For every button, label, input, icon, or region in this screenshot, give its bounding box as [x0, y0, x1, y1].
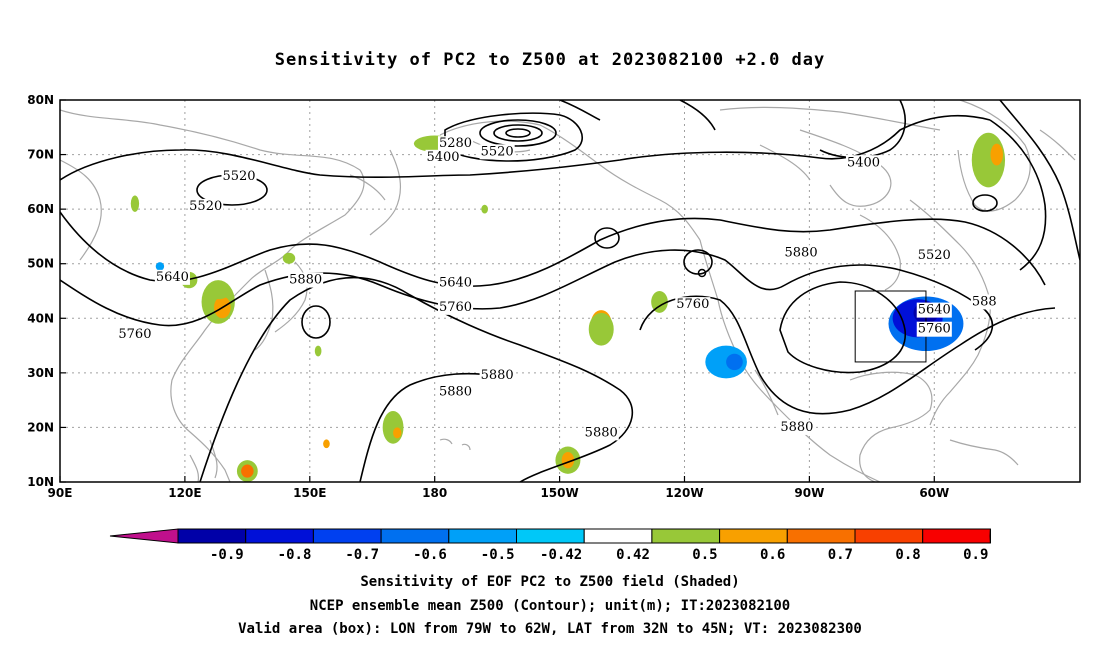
- contour-label: 5760: [676, 297, 709, 312]
- lon-tick-label: 60W: [919, 486, 949, 500]
- sensitivity-patch: [282, 252, 296, 264]
- sensitivity-patch: [651, 291, 668, 313]
- lat-tick-label: 10N: [27, 475, 54, 489]
- contour-label: 588: [972, 294, 997, 309]
- contour-label: 5880: [785, 245, 818, 260]
- map-title: Sensitivity of PC2 to Z500 at 2023082100…: [274, 50, 826, 70]
- sensitivity-patch: [130, 195, 140, 212]
- station-marker: [697, 268, 707, 278]
- sensitivity-patch: [155, 262, 165, 271]
- sensitivity-patch: [726, 353, 743, 371]
- lat-tick-label: 70N: [27, 148, 54, 162]
- colorbar-swatch: [312, 528, 382, 544]
- colorbar-swatch: [448, 528, 517, 544]
- contour-label: 5640: [439, 275, 472, 290]
- lat-tick-label: 30N: [27, 366, 54, 380]
- lat-tick-label: 40N: [27, 311, 54, 325]
- colorbar-label: 0.8: [895, 547, 920, 563]
- contour-label: 5520: [918, 248, 951, 263]
- contour-label: 5760: [118, 327, 151, 342]
- graticule: [60, 100, 1080, 482]
- contour-label: 5880: [481, 368, 514, 383]
- colorbar-label: -0.6: [413, 547, 447, 563]
- colorbar-swatch: [854, 528, 924, 544]
- lat-tick-label: 20N: [27, 420, 54, 434]
- lon-tick-label: 150W: [540, 486, 578, 500]
- sensitivity-patch: [561, 451, 575, 469]
- sensitivity-patch: [323, 439, 330, 449]
- colorbar-swatch: [922, 528, 991, 544]
- contour-label: 5880: [289, 273, 322, 288]
- contour-label: 5760: [439, 300, 472, 315]
- contour-label: 5640: [156, 270, 189, 285]
- colorbar-label: -0.5: [481, 547, 515, 563]
- colorbar-label: -0.42: [540, 547, 582, 563]
- colorbar-label: 0.42: [616, 547, 650, 563]
- colorbar-low-triangle: [109, 528, 179, 544]
- lon-tick-label: 90W: [794, 486, 824, 500]
- contour-label: 5280: [439, 136, 472, 151]
- colorbar-label: 0.9: [963, 547, 988, 563]
- contour-label: 5520: [222, 169, 255, 184]
- lon-tick-label: 120W: [665, 486, 703, 500]
- colorbar-swatch: [786, 528, 856, 544]
- sensitivity-patch: [241, 464, 254, 478]
- lon-tick-label: 180: [422, 486, 447, 500]
- colorbar-label: -0.9: [210, 547, 244, 563]
- contour-label: 5400: [426, 150, 459, 165]
- sensitivity-patch: [382, 411, 404, 444]
- colorbar-swatch: [380, 528, 450, 544]
- sensitivity-patch: [393, 427, 402, 439]
- colorbar-swatch: [719, 528, 788, 544]
- lon-tick-label: 150E: [293, 486, 326, 500]
- lon-tick-label: 120E: [168, 486, 201, 500]
- contour-label: 5520: [189, 199, 222, 214]
- colorbar-swatch: [245, 528, 314, 544]
- caption-line-3: Valid area (box): LON from 79W to 62W, L…: [238, 621, 862, 637]
- contour-label: 5640: [918, 303, 951, 318]
- colorbar-label: 0.6: [760, 547, 785, 563]
- contour-label: 5400: [847, 155, 880, 170]
- contour-label: 5880: [585, 425, 618, 440]
- colorbar-swatch: [516, 528, 585, 544]
- sensitivity-patch: [588, 312, 614, 346]
- lon-tick-label: 90E: [48, 486, 73, 500]
- sensitivity-patch: [314, 345, 322, 357]
- lat-tick-label: 60N: [27, 202, 54, 216]
- caption-line-2: NCEP ensemble mean Z500 (Contour); unit(…: [309, 598, 791, 614]
- colorbar-swatch: [583, 528, 653, 544]
- lat-tick-label: 80N: [27, 93, 54, 107]
- sensitivity-patch: [990, 143, 1003, 166]
- contour-label: 5880: [780, 420, 813, 435]
- sensitivity-patch: [481, 204, 488, 214]
- caption-line-1: Sensitivity of EOF PC2 to Z500 field (Sh…: [360, 574, 740, 590]
- colorbar-swatch: [651, 528, 721, 544]
- sensitivity-patch: [705, 345, 747, 379]
- z500-contours: [60, 100, 1080, 482]
- contour-label: 5760: [918, 322, 951, 337]
- contour-label: 5520: [481, 144, 514, 159]
- colorbar: -0.9 -0.8 -0.7 -0.6 -0.5 -0.42 0.42 0.5 0.6 0.7 0.…: [109, 528, 991, 563]
- colorbar-label: 0.5: [692, 547, 717, 563]
- colorbar-label: -0.7: [345, 547, 379, 563]
- colorbar-label: -0.8: [278, 547, 312, 563]
- lat-tick-label: 50N: [27, 257, 54, 271]
- plot-frame: [59, 99, 1081, 483]
- contour-label: 5880: [439, 384, 472, 399]
- colorbar-label: 0.7: [828, 547, 853, 563]
- sensitivity-patch: [205, 282, 231, 300]
- colorbar-swatch: [177, 528, 247, 544]
